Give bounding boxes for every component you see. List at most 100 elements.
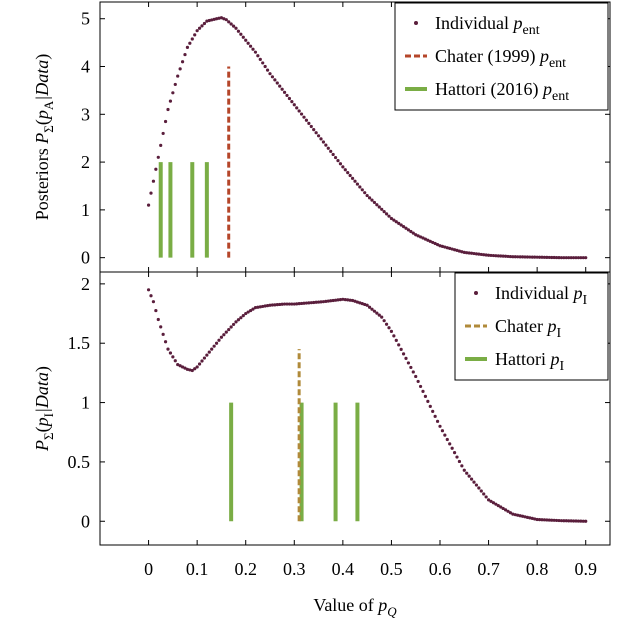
individual-point	[409, 229, 413, 234]
individual-point	[387, 214, 391, 218]
individual-point	[309, 124, 313, 129]
individual-point	[443, 245, 447, 249]
individual-point	[353, 299, 357, 303]
individual-point	[307, 301, 311, 305]
individual-point	[503, 254, 508, 258]
individual-point	[336, 159, 340, 163]
individual-point	[421, 236, 425, 240]
individual-point	[246, 310, 250, 314]
individual-point	[472, 251, 476, 256]
individual-point	[443, 433, 447, 437]
individual-point	[409, 365, 413, 370]
individual-point	[258, 305, 262, 309]
y-tick-label: 3	[81, 104, 90, 124]
individual-point	[251, 307, 255, 311]
individual-point	[202, 356, 207, 360]
individual-point	[253, 306, 258, 310]
individual-point	[299, 112, 304, 116]
individual-point	[239, 32, 243, 36]
individual-point	[365, 193, 369, 198]
individual-point	[372, 200, 377, 205]
x-tick-label: 0.2	[234, 559, 257, 579]
individual-point	[445, 246, 449, 250]
individual-point	[540, 518, 544, 522]
individual-point	[343, 168, 347, 172]
individual-point	[377, 313, 381, 317]
individual-point	[278, 302, 282, 307]
individual-point	[520, 255, 525, 259]
individual-point	[360, 188, 364, 192]
individual-point	[428, 404, 432, 408]
individual-point	[331, 298, 335, 303]
individual-point	[450, 446, 454, 450]
individual-point	[418, 235, 423, 239]
individual-point	[520, 514, 525, 518]
individual-point	[171, 91, 175, 95]
individual-point	[178, 364, 182, 368]
individual-point	[377, 205, 381, 209]
individual-point	[465, 251, 469, 255]
individual-point	[156, 317, 160, 322]
individual-point	[489, 253, 493, 258]
individual-point	[491, 501, 496, 505]
individual-point	[193, 33, 197, 37]
individual-point	[375, 203, 379, 207]
legend: Individual pI Chater pI Hattori pI	[454, 272, 609, 381]
individual-point	[234, 26, 238, 30]
individual-point	[253, 50, 258, 54]
individual-point	[423, 237, 428, 241]
individual-point	[219, 16, 224, 20]
individual-point	[367, 196, 372, 200]
legend-label: Chater (1999) pent	[435, 46, 566, 71]
individual-point	[299, 301, 304, 306]
x-tick-label: 0.6	[429, 559, 452, 579]
individual-point	[314, 131, 318, 135]
individual-point	[173, 82, 177, 87]
x-axis: 0 0.1 0.2 0.3 0.4 0.5 0.6 0.7 0.8 0.9 Value of pQ	[144, 559, 597, 619]
individual-point	[214, 17, 219, 21]
individual-point	[467, 251, 471, 255]
individual-point	[207, 350, 211, 354]
individual-point	[523, 255, 527, 259]
individual-point	[265, 68, 270, 72]
individual-point	[479, 252, 483, 257]
individual-point	[562, 256, 566, 260]
individual-point	[375, 311, 379, 315]
individual-point	[501, 254, 505, 258]
individual-point	[552, 255, 556, 260]
individual-point	[251, 47, 255, 51]
individual-point	[499, 254, 503, 258]
individual-point	[329, 299, 333, 303]
individual-point	[581, 519, 585, 523]
individual-point	[295, 302, 299, 306]
individual-point	[290, 302, 294, 306]
individual-point	[499, 505, 503, 509]
x-tick-label: 0.1	[186, 559, 209, 579]
individual-point	[484, 495, 488, 499]
individual-point	[557, 256, 561, 260]
individual-point	[399, 347, 403, 351]
individual-point	[363, 191, 367, 195]
individual-point	[324, 143, 328, 147]
x-tick-label: 0.7	[477, 559, 500, 579]
legend: Individual pent Chater (1999) pent Hattori…	[394, 2, 609, 111]
individual-point	[542, 255, 547, 259]
individual-point	[285, 93, 289, 98]
individual-point	[455, 248, 459, 252]
individual-point	[151, 179, 156, 183]
individual-point	[372, 309, 377, 313]
individual-point	[440, 429, 445, 433]
individual-point	[304, 301, 309, 305]
individual-point	[579, 519, 583, 523]
individual-point	[188, 41, 192, 45]
individual-point	[370, 307, 374, 311]
individual-point	[178, 67, 182, 71]
individual-point	[205, 19, 209, 23]
individual-point	[348, 173, 352, 178]
y-tick-label: 0	[81, 511, 90, 531]
individual-point	[161, 131, 165, 136]
individual-point	[550, 518, 554, 522]
x-tick-label: 0.9	[574, 559, 597, 579]
individual-point	[219, 335, 224, 339]
individual-point	[229, 22, 233, 26]
